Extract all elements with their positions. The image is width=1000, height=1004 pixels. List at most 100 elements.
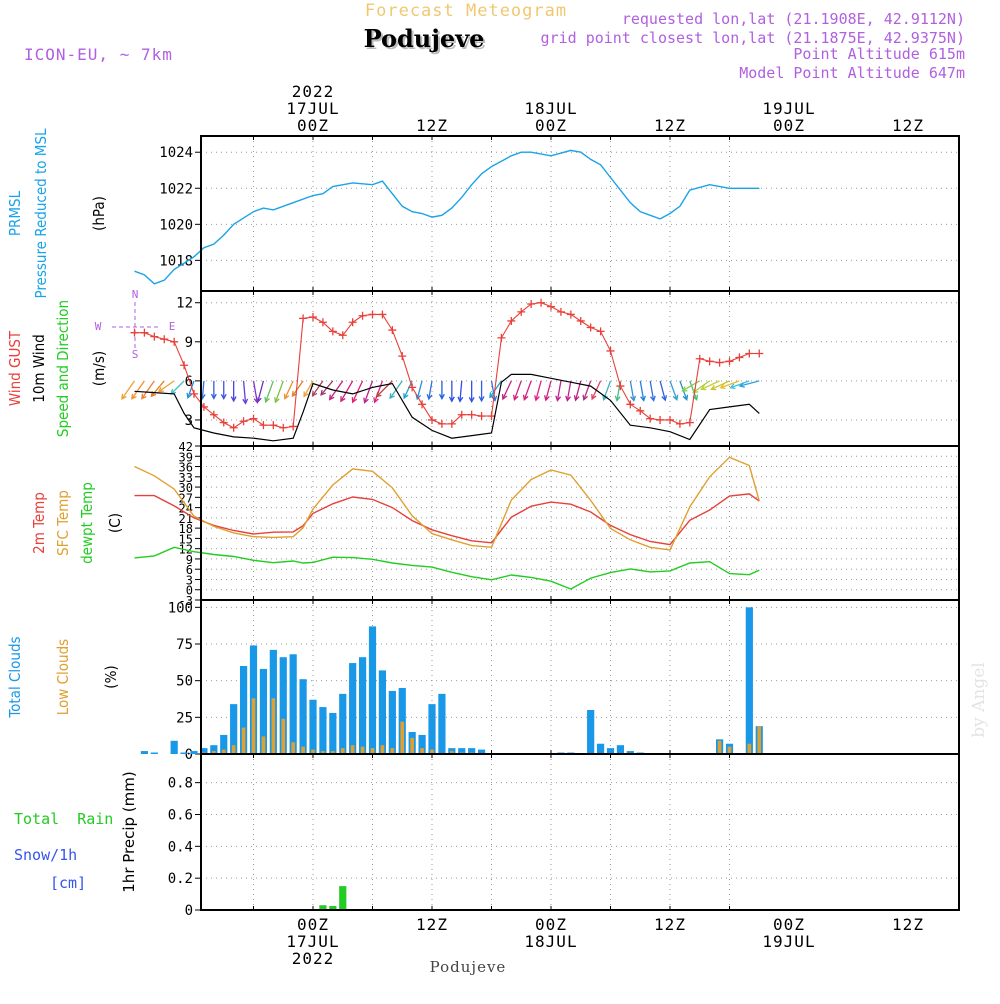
grid-point-coords: grid point closest lon,lat (21.1875E, 42… [541,29,965,47]
wind-arrow-head [573,395,580,402]
wind-gust-marker [318,318,327,327]
bottom-time-label: 00Z [773,915,805,934]
bottom-time-label: 17JUL [286,932,339,951]
wind-gust-marker [388,326,397,335]
low-cloud-bar [410,737,414,754]
low-cloud-bar [291,742,295,754]
temp-tick-label: 9 [186,553,193,567]
wind-axis-label: Wind GUST [6,330,24,406]
wind-arrow-shaft [374,380,384,403]
wind-gust-marker [160,335,169,344]
low-cloud-bar [747,743,752,754]
wind-gust-marker [675,419,684,428]
wind-direction-arrow [170,380,185,395]
pressure-line [134,149,760,285]
wind-gust-marker [596,327,605,336]
wind-direction-arrow [489,380,502,399]
wind-arrow-head [491,395,498,402]
total-cloud-bar [220,734,228,754]
wind-arrow-head [729,383,736,390]
top-time-label: 12Z [416,116,448,135]
wind-direction-arrow [478,380,485,403]
top-time-label: 12Z [892,116,924,135]
wind-gust-marker [745,349,754,358]
wind-arrow-head [131,393,137,400]
wind-arrow-head [291,390,298,398]
total-cloud-bar [299,679,307,754]
wind-gust-marker [487,412,496,421]
pressure-tick-label: 1018 [159,253,193,269]
wind-arrow-shaft [689,380,698,400]
wind-direction-arrow [426,380,433,401]
location-title: Podujeve [364,24,485,53]
wind-arrow-head [363,397,369,404]
wind-gust-marker [239,417,248,426]
clouds-axis-label: (%) [102,665,120,688]
forecast-meteogram-label: Forecast Meteogram [365,1,567,21]
low-cloud-bar [450,751,454,754]
pressure-tick-label: 1022 [159,181,193,197]
clouds-tick-label: 100 [168,600,193,616]
precip-snow-label: Snow/1h [14,846,77,864]
wind-gust-marker [457,410,466,419]
top-time-label: 2022 [292,82,335,101]
wind-arrow-head [415,393,422,401]
wind-tick-label: 12 [176,296,193,312]
wind-arrow-head [255,396,262,404]
wind-direction-arrow [373,380,384,404]
wind-direction-arrow [283,380,294,400]
wind-arrow-shaft [701,380,720,390]
wind-arrow-head [738,382,745,388]
total-cloud-bar [140,751,149,754]
wind-direction-arrow [555,380,562,402]
wind-direction-arrow [649,380,656,402]
bottom-time-label: 18JUL [524,932,577,951]
wind-arrow-shaft [158,380,175,393]
low-cloud-bar [420,748,424,754]
low-cloud-bar [231,745,236,754]
wind-arrow-shaft [291,380,304,397]
wind-gust-marker [447,419,456,428]
temp-tick-label: 15 [179,532,193,546]
wind-arrow-head [582,394,589,401]
wind-gust-marker [338,331,347,340]
wind-gust-marker [556,307,565,316]
temp-tick-label: 3 [186,573,193,587]
precip-tick-label: 0.6 [168,807,193,823]
wind-arrow-shaft [340,380,354,402]
wind-gust-marker [477,412,486,421]
wind-arrow-shaft [303,380,314,397]
rain-bar [339,886,347,910]
clouds-tick-label: 25 [176,710,193,726]
wind-arrow-head [230,396,237,403]
wind-direction-arrow [415,380,423,401]
low-cloud-bar [271,698,276,754]
temp-axis-label: (C) [106,513,124,533]
low-cloud-bar [241,727,246,754]
wind-arrow-head [614,395,621,402]
wind-arrow-head [640,395,646,402]
bottom-time-label: 00Z [535,915,567,934]
wind-arrow-shaft [284,380,294,399]
wind-gust-marker [140,328,149,337]
rain-bar [329,906,337,910]
total-cloud-bar [329,712,337,754]
temp-tick-label: 0 [186,584,193,598]
wind-gust-marker [259,421,268,430]
wind-arrow-shaft [131,380,145,400]
wind-gust-marker [616,382,625,391]
total-cloud-bar [150,752,158,754]
bottom-time-label: 12Z [416,915,448,934]
wind-arrow-head [157,386,164,393]
bottom-time-label: 19JUL [762,932,815,951]
point-altitude: Point Altitude 615m [793,45,965,63]
temp-frame [200,445,960,601]
location-title-shadow: Podujeve [366,26,487,55]
wind-direction-arrow [340,380,354,403]
wind-gust-marker [428,415,436,424]
wind-gust-marker [180,361,189,370]
wind-arrow-shaft [187,380,195,398]
wind-arrow-head [501,393,508,401]
wind-arrow-head [534,395,540,402]
pressure-axis: 1018 1020 1022 1024 [159,136,959,291]
